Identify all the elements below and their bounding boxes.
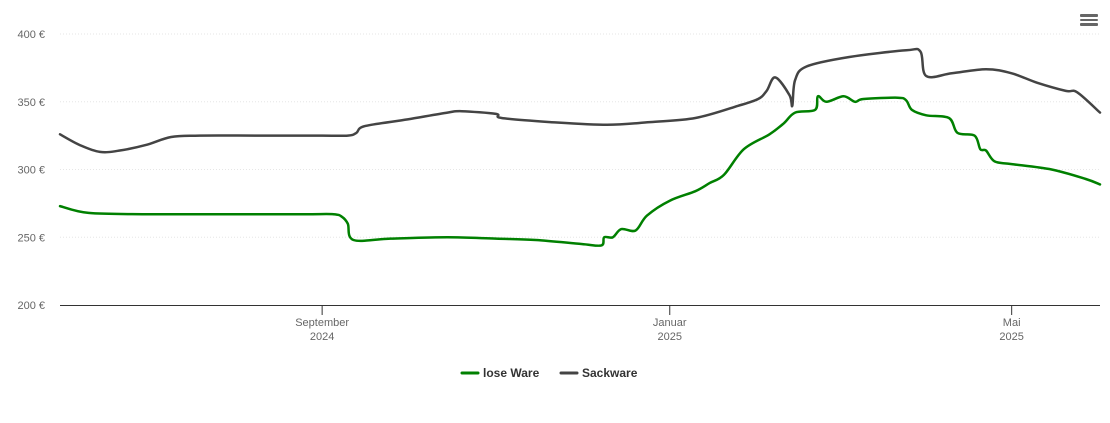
x-tick-year-0: 2024 bbox=[310, 331, 334, 343]
menu-bar-middle bbox=[1080, 18, 1098, 21]
x-tick-year-1: 2025 bbox=[658, 331, 682, 343]
series-line-sackware[interactable] bbox=[58, 47, 1102, 154]
hamburger-menu-icon[interactable] bbox=[1078, 12, 1100, 32]
y-tick-label-300: 300 € bbox=[17, 165, 45, 177]
y-tick-label-350: 350 € bbox=[17, 97, 45, 109]
y-axis-labels: 200 € 250 € 300 € 350 € 400 € bbox=[17, 29, 45, 312]
x-tick-year-2: 2025 bbox=[999, 331, 1023, 343]
x-tick-label-1: Januar bbox=[653, 317, 687, 329]
x-tick-label-0: September bbox=[295, 317, 349, 329]
y-tick-label-400: 400 € bbox=[17, 29, 45, 41]
legend: lose Ware Sackware bbox=[460, 366, 638, 380]
y-tick-label-250: 250 € bbox=[17, 232, 45, 244]
menu-bar-bottom bbox=[1080, 23, 1098, 26]
series-line-lose-ware[interactable] bbox=[58, 94, 1102, 248]
x-tick-label-2: Mai bbox=[1003, 317, 1021, 329]
y-tick-label-200: 200 € bbox=[17, 300, 45, 312]
x-axis-ticks: September 2024 Januar 2025 Mai 2025 bbox=[295, 305, 1024, 343]
menu-bar-top bbox=[1080, 14, 1098, 17]
legend-label-0: lose Ware bbox=[483, 366, 540, 380]
legend-label-1: Sackware bbox=[582, 366, 638, 380]
y-grid bbox=[60, 33, 1100, 238]
series-lines bbox=[58, 47, 1102, 248]
legend-item-sackware[interactable]: Sackware bbox=[559, 366, 638, 380]
legend-item-lose-ware[interactable]: lose Ware bbox=[460, 366, 540, 380]
